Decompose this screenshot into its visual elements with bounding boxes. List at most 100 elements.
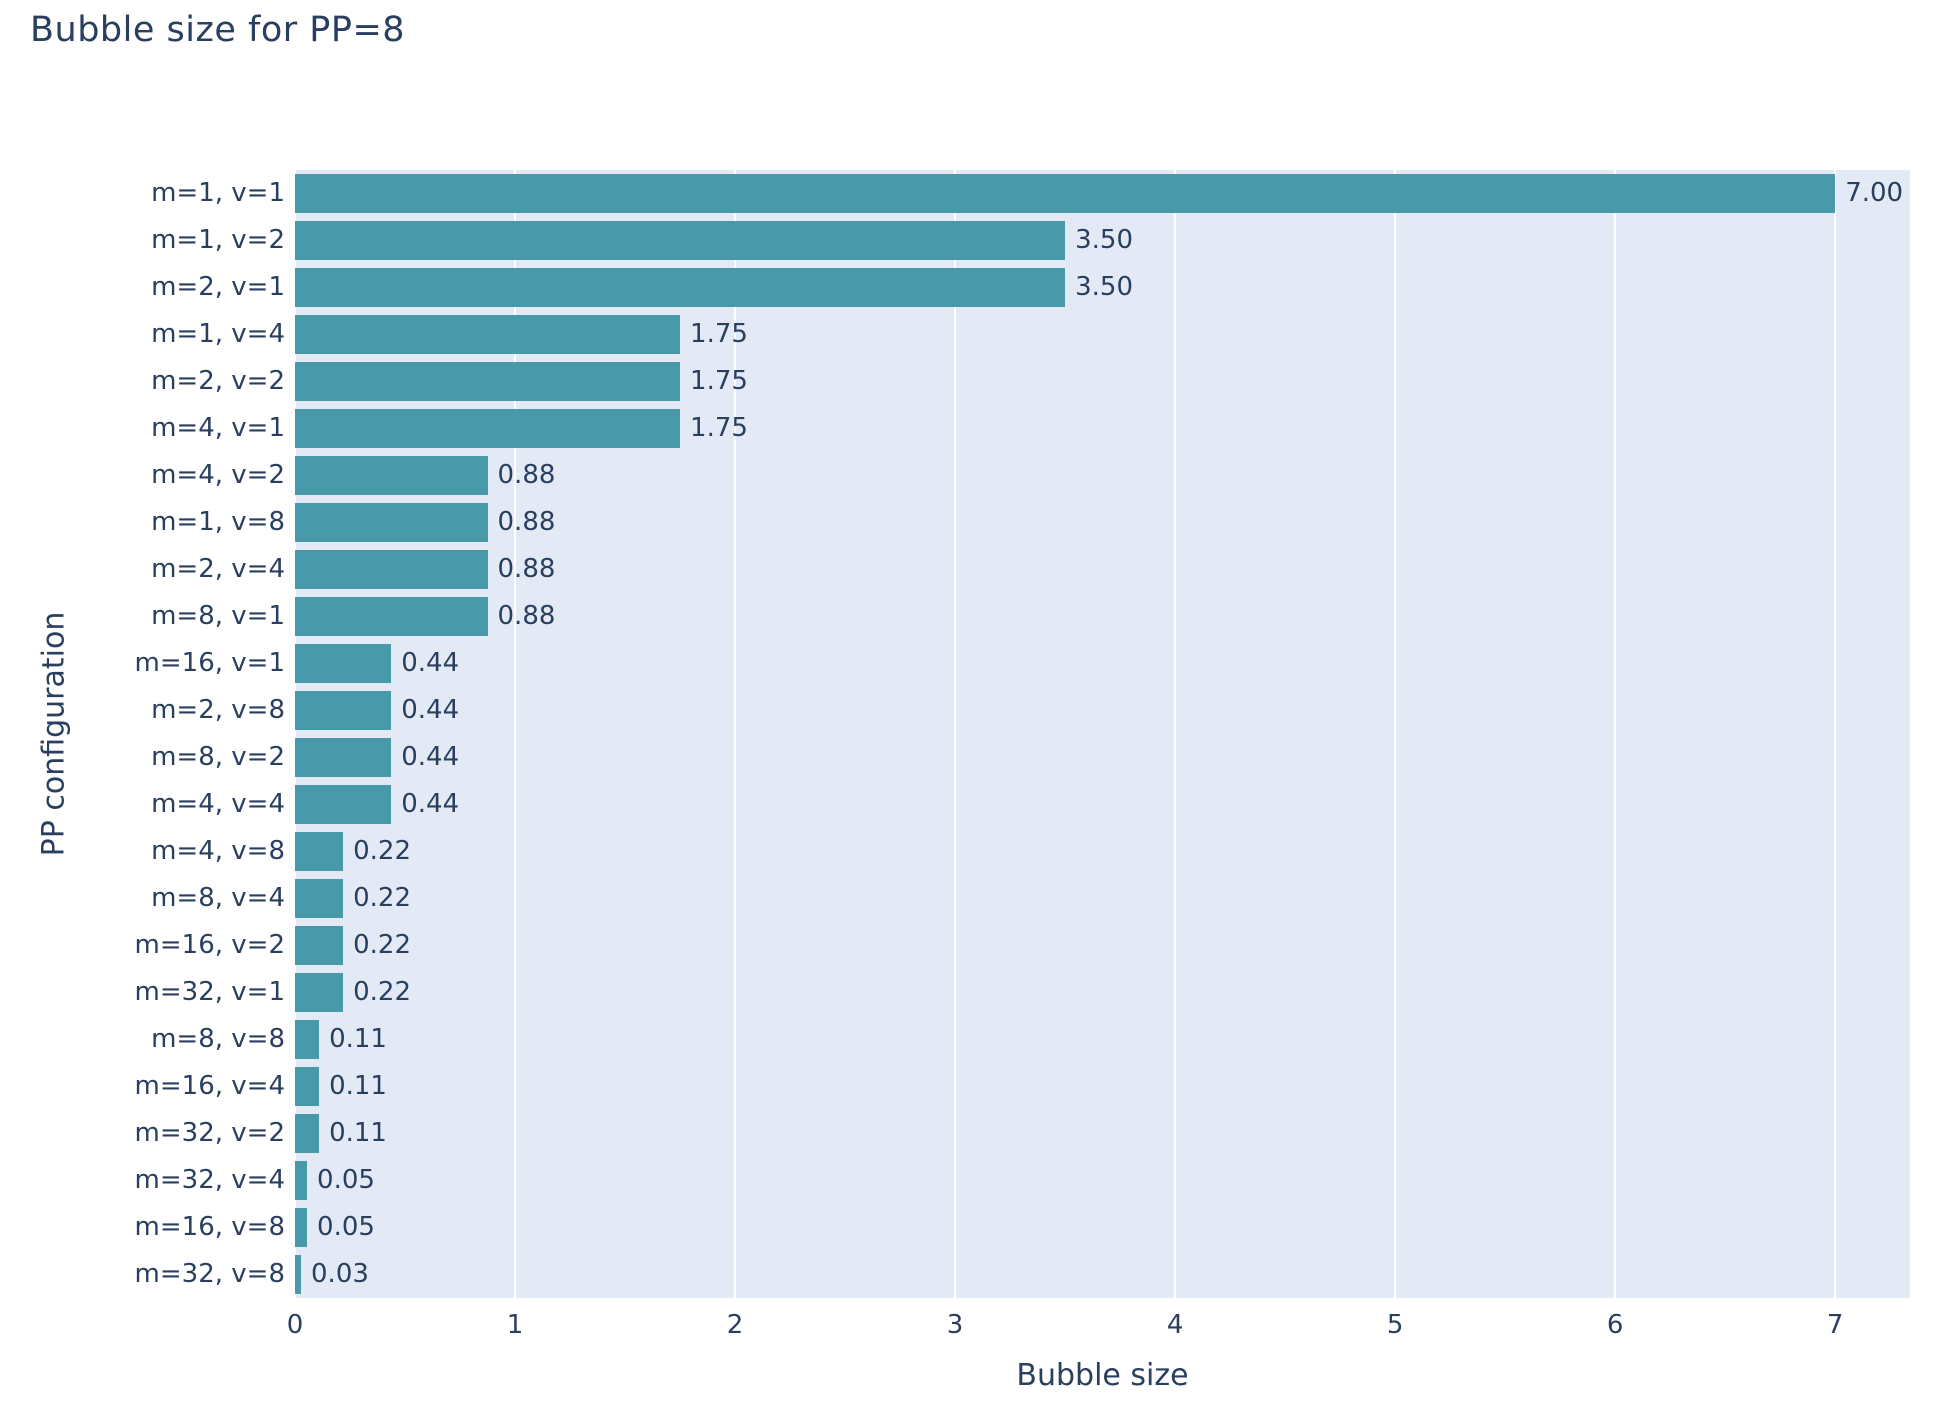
value-label: 3.50 — [1075, 225, 1133, 255]
bar-row: m=8, v=8 0.11 — [151, 1016, 1910, 1063]
category-label: m=1, v=1 — [151, 178, 285, 208]
bar — [295, 738, 392, 777]
category-label: m=2, v=2 — [151, 366, 285, 396]
category-label: m=32, v=4 — [134, 1165, 285, 1195]
gridline — [1174, 170, 1177, 1298]
value-label: 0.11 — [329, 1118, 387, 1148]
bar — [295, 785, 392, 824]
x-tick-label: 3 — [946, 1310, 964, 1340]
category-label: m=32, v=1 — [134, 977, 285, 1007]
x-tick-label: 7 — [1826, 1310, 1844, 1340]
bar — [295, 362, 681, 401]
category-label: m=2, v=8 — [151, 695, 285, 725]
gridline — [954, 170, 957, 1298]
gridline — [1834, 170, 1837, 1298]
bar-row: m=4, v=2 0.88 — [151, 452, 1910, 499]
bar-row: m=16, v=2 0.22 — [135, 922, 1910, 969]
x-tick-label: 2 — [726, 1310, 744, 1340]
bar — [295, 597, 488, 636]
bar-row: m=4, v=4 0.44 — [151, 781, 1910, 828]
bar-row: m=32, v=2 0.11 — [135, 1110, 1910, 1157]
value-label: 0.88 — [497, 507, 556, 537]
value-label: 1.75 — [690, 319, 748, 349]
bar — [295, 879, 344, 918]
gridline — [734, 170, 737, 1298]
value-label: 0.05 — [317, 1212, 375, 1242]
bar — [295, 1020, 320, 1059]
bar-row: m=2, v=2 1.75 — [151, 358, 1910, 405]
category-label: m=8, v=1 — [151, 601, 285, 631]
x-tick-label: 4 — [1166, 1310, 1184, 1340]
category-label: m=4, v=8 — [151, 836, 285, 866]
bar-row: m=32, v=4 0.05 — [135, 1157, 1910, 1204]
bar — [295, 1161, 308, 1200]
bar — [295, 1067, 320, 1106]
value-label: 0.44 — [401, 695, 460, 725]
bar — [295, 1255, 302, 1294]
category-label: m=32, v=2 — [134, 1118, 285, 1148]
plot-area: m=1, v=1 7.00 m=1, v=2 3.50 m=2, v=1 3.5… — [135, 170, 1910, 1298]
category-label: m=2, v=1 — [151, 272, 285, 302]
category-label: m=8, v=4 — [151, 883, 285, 913]
bar-row: m=2, v=1 3.50 — [151, 264, 1910, 311]
value-label: 0.22 — [353, 930, 412, 960]
bar — [295, 503, 488, 542]
bar — [295, 1114, 320, 1153]
bar — [295, 174, 1836, 213]
bar — [295, 832, 344, 871]
bar — [295, 1208, 308, 1247]
category-label: m=8, v=8 — [151, 1024, 285, 1054]
bar — [295, 315, 681, 354]
value-label: 0.88 — [497, 554, 556, 584]
x-tick-label: 6 — [1606, 1310, 1624, 1340]
bar-row: m=1, v=8 0.88 — [151, 499, 1910, 546]
bar-row: m=1, v=1 7.00 — [151, 170, 1910, 217]
bar-row: m=4, v=1 1.75 — [151, 405, 1910, 452]
value-label: 1.75 — [690, 413, 748, 443]
value-label: 0.03 — [311, 1259, 369, 1289]
x-tick-label: 0 — [286, 1310, 304, 1340]
value-label: 1.75 — [690, 366, 748, 396]
gridline — [514, 170, 517, 1298]
bar-row: m=16, v=8 0.05 — [135, 1204, 1910, 1251]
value-label: 0.22 — [353, 883, 412, 913]
category-label: m=4, v=2 — [151, 460, 285, 490]
bar — [295, 926, 344, 965]
value-label: 0.22 — [353, 836, 412, 866]
bar-row: m=8, v=2 0.44 — [151, 734, 1910, 781]
category-label: m=16, v=8 — [134, 1212, 285, 1242]
bar-row: m=8, v=1 0.88 — [151, 593, 1910, 640]
bars-layer: m=1, v=1 7.00 m=1, v=2 3.50 m=2, v=1 3.5… — [135, 170, 1910, 1298]
bar — [295, 221, 1066, 260]
bar — [295, 691, 392, 730]
bar-row: m=32, v=1 0.22 — [135, 969, 1910, 1016]
gridline — [1614, 170, 1617, 1298]
value-label: 0.44 — [401, 648, 460, 678]
bar — [295, 268, 1066, 307]
category-label: m=1, v=8 — [151, 507, 285, 537]
value-label: 0.88 — [497, 460, 556, 490]
bar-row: m=16, v=4 0.11 — [135, 1063, 1910, 1110]
bar-row: m=2, v=8 0.44 — [151, 687, 1910, 734]
category-label: m=2, v=4 — [151, 554, 285, 584]
value-label: 0.05 — [317, 1165, 375, 1195]
bar — [295, 550, 488, 589]
value-label: 0.44 — [401, 742, 460, 772]
x-axis-title: Bubble size — [1016, 1358, 1189, 1393]
bar — [295, 456, 488, 495]
category-label: m=16, v=2 — [134, 930, 285, 960]
category-label: m=4, v=1 — [151, 413, 285, 443]
bar-row: m=2, v=4 0.88 — [151, 546, 1910, 593]
bar — [295, 409, 681, 448]
bar-row: m=32, v=8 0.03 — [135, 1251, 1910, 1298]
category-label: m=32, v=8 — [134, 1259, 285, 1289]
value-label: 0.22 — [353, 977, 412, 1007]
x-tick-label: 1 — [506, 1310, 524, 1340]
chart-title: Bubble size for PP=8 — [30, 10, 406, 50]
category-label: m=8, v=2 — [151, 742, 285, 772]
value-label: 0.44 — [401, 789, 460, 819]
category-label: m=4, v=4 — [151, 789, 285, 819]
bar-row: m=16, v=1 0.44 — [135, 640, 1910, 687]
value-label: 7.00 — [1845, 178, 1904, 208]
bar-row: m=1, v=4 1.75 — [151, 311, 1910, 358]
